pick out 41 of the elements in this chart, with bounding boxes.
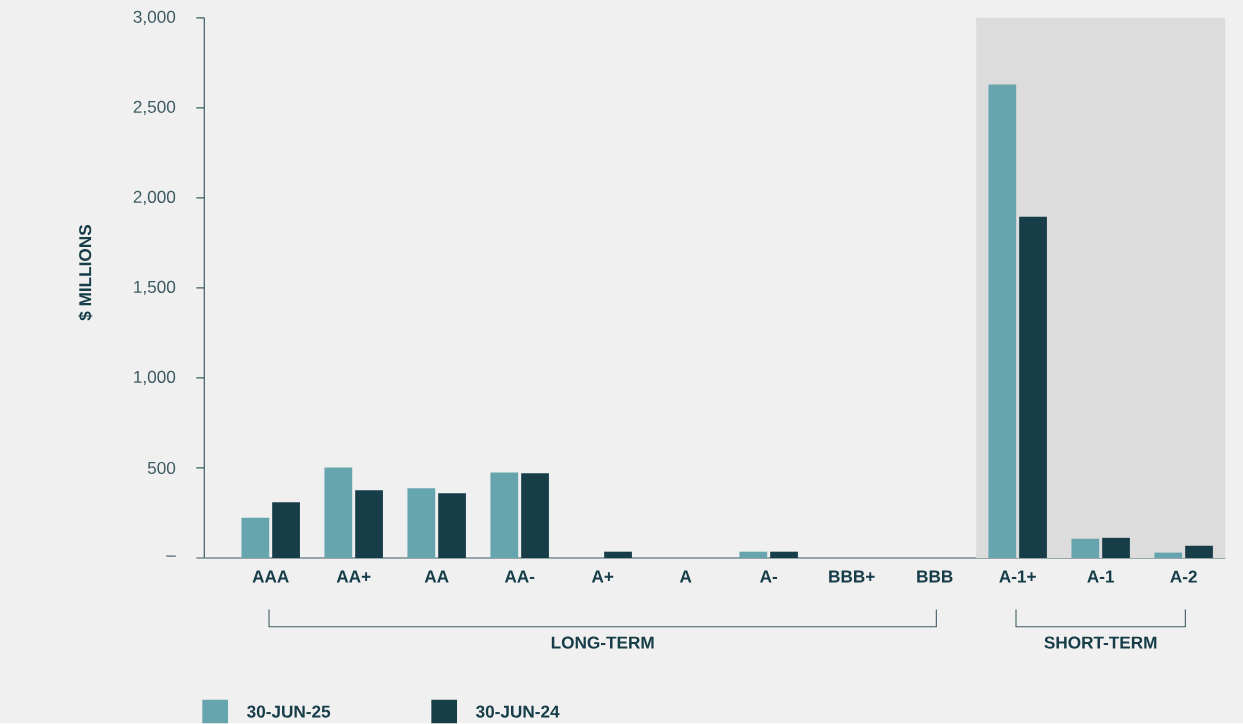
bar	[355, 490, 383, 559]
legend-label: 30-JUN-24	[475, 705, 560, 718]
y-axis-title: $ MILLIONS	[78, 225, 93, 321]
bar	[988, 84, 1017, 559]
bar	[438, 493, 466, 559]
bar	[770, 551, 798, 559]
y-tick-label: 2,500	[133, 100, 176, 116]
y-tick-label: 500	[147, 462, 176, 475]
bar	[1071, 538, 1100, 559]
x-tick-label: AA-	[504, 570, 535, 583]
bar	[1102, 538, 1130, 559]
bar	[1154, 552, 1183, 559]
bar	[604, 551, 632, 559]
x-tick-label: BBB+	[829, 570, 875, 583]
x-tick-label: AA	[424, 570, 449, 583]
bar	[521, 473, 549, 559]
bar	[1019, 217, 1047, 559]
x-tick-label: A-1+	[999, 570, 1036, 583]
bar	[739, 551, 768, 559]
bar	[490, 472, 519, 559]
y-tick-label: 2,000	[133, 191, 176, 206]
text: LONG-TERM	[551, 636, 654, 649]
y-tick-label: 3,000	[133, 10, 176, 26]
bar	[324, 467, 353, 559]
y-tick-label: –	[166, 555, 176, 557]
x-tick-label: BBB	[917, 570, 953, 583]
bar	[1185, 545, 1213, 559]
x-tick-label: A-1	[1087, 570, 1115, 583]
x-tick-label: A-2	[1170, 570, 1197, 583]
x-tick-label: A+	[591, 570, 614, 583]
x-tick-label: AA+	[336, 570, 371, 583]
x-tick-label: AAA	[252, 570, 289, 583]
text: SHORT-TERM	[1044, 636, 1157, 649]
x-tick-label: A	[679, 570, 692, 583]
bar	[407, 488, 436, 559]
y-tick-label: 1,000	[134, 371, 176, 386]
bar	[241, 517, 270, 559]
y-tick-label: 1,500	[134, 281, 176, 296]
bar	[272, 502, 300, 559]
legend-label: 30-JUN-25	[247, 705, 331, 718]
x-tick-label: A-	[760, 570, 778, 583]
